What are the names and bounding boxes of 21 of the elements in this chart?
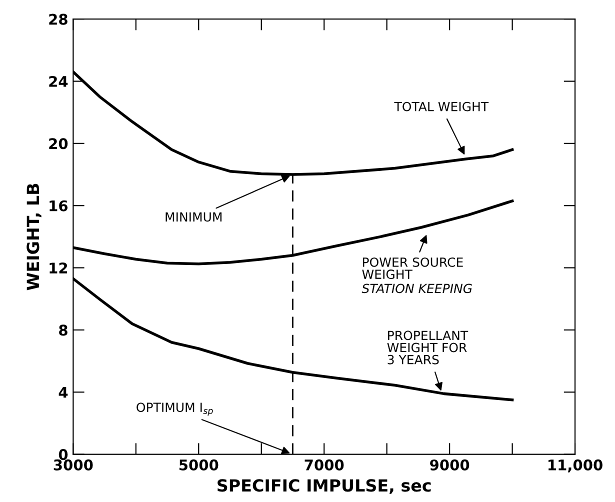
x-tick-label: 9000	[430, 459, 470, 470]
annotation: POWER SOURCE WEIGHT	[362, 257, 463, 280]
annotation: STATION KEEPING	[362, 284, 472, 294]
y-tick-label: 24	[49, 76, 68, 87]
x-tick-label: 11,000	[548, 459, 602, 472]
x-tick-label: 7000	[304, 459, 344, 470]
x-tick-label: 5000	[179, 459, 218, 470]
annotation: PROPELLANT WEIGHT FOR 3 YEARS	[387, 330, 468, 364]
y-tick-label: 16	[50, 200, 68, 212]
x-axis-title: SPECIFIC IMPULSE, sec	[218, 479, 431, 494]
y-axis-title: WEIGHT, LB	[26, 184, 42, 290]
annotation: OPTIMUM I$_{sp}$	[136, 402, 213, 416]
y-tick-label: 8	[59, 324, 68, 336]
x-tick-label: 3000	[54, 459, 93, 470]
y-tick-label: 12	[50, 262, 68, 274]
y-tick-label: 28	[49, 14, 68, 25]
y-tick-label: 0	[58, 449, 68, 460]
annotation: MINIMUM	[166, 212, 222, 222]
y-tick-label: 20	[49, 138, 68, 150]
annotation: TOTAL WEIGHT	[394, 102, 489, 112]
y-tick-label: 4	[58, 387, 68, 398]
